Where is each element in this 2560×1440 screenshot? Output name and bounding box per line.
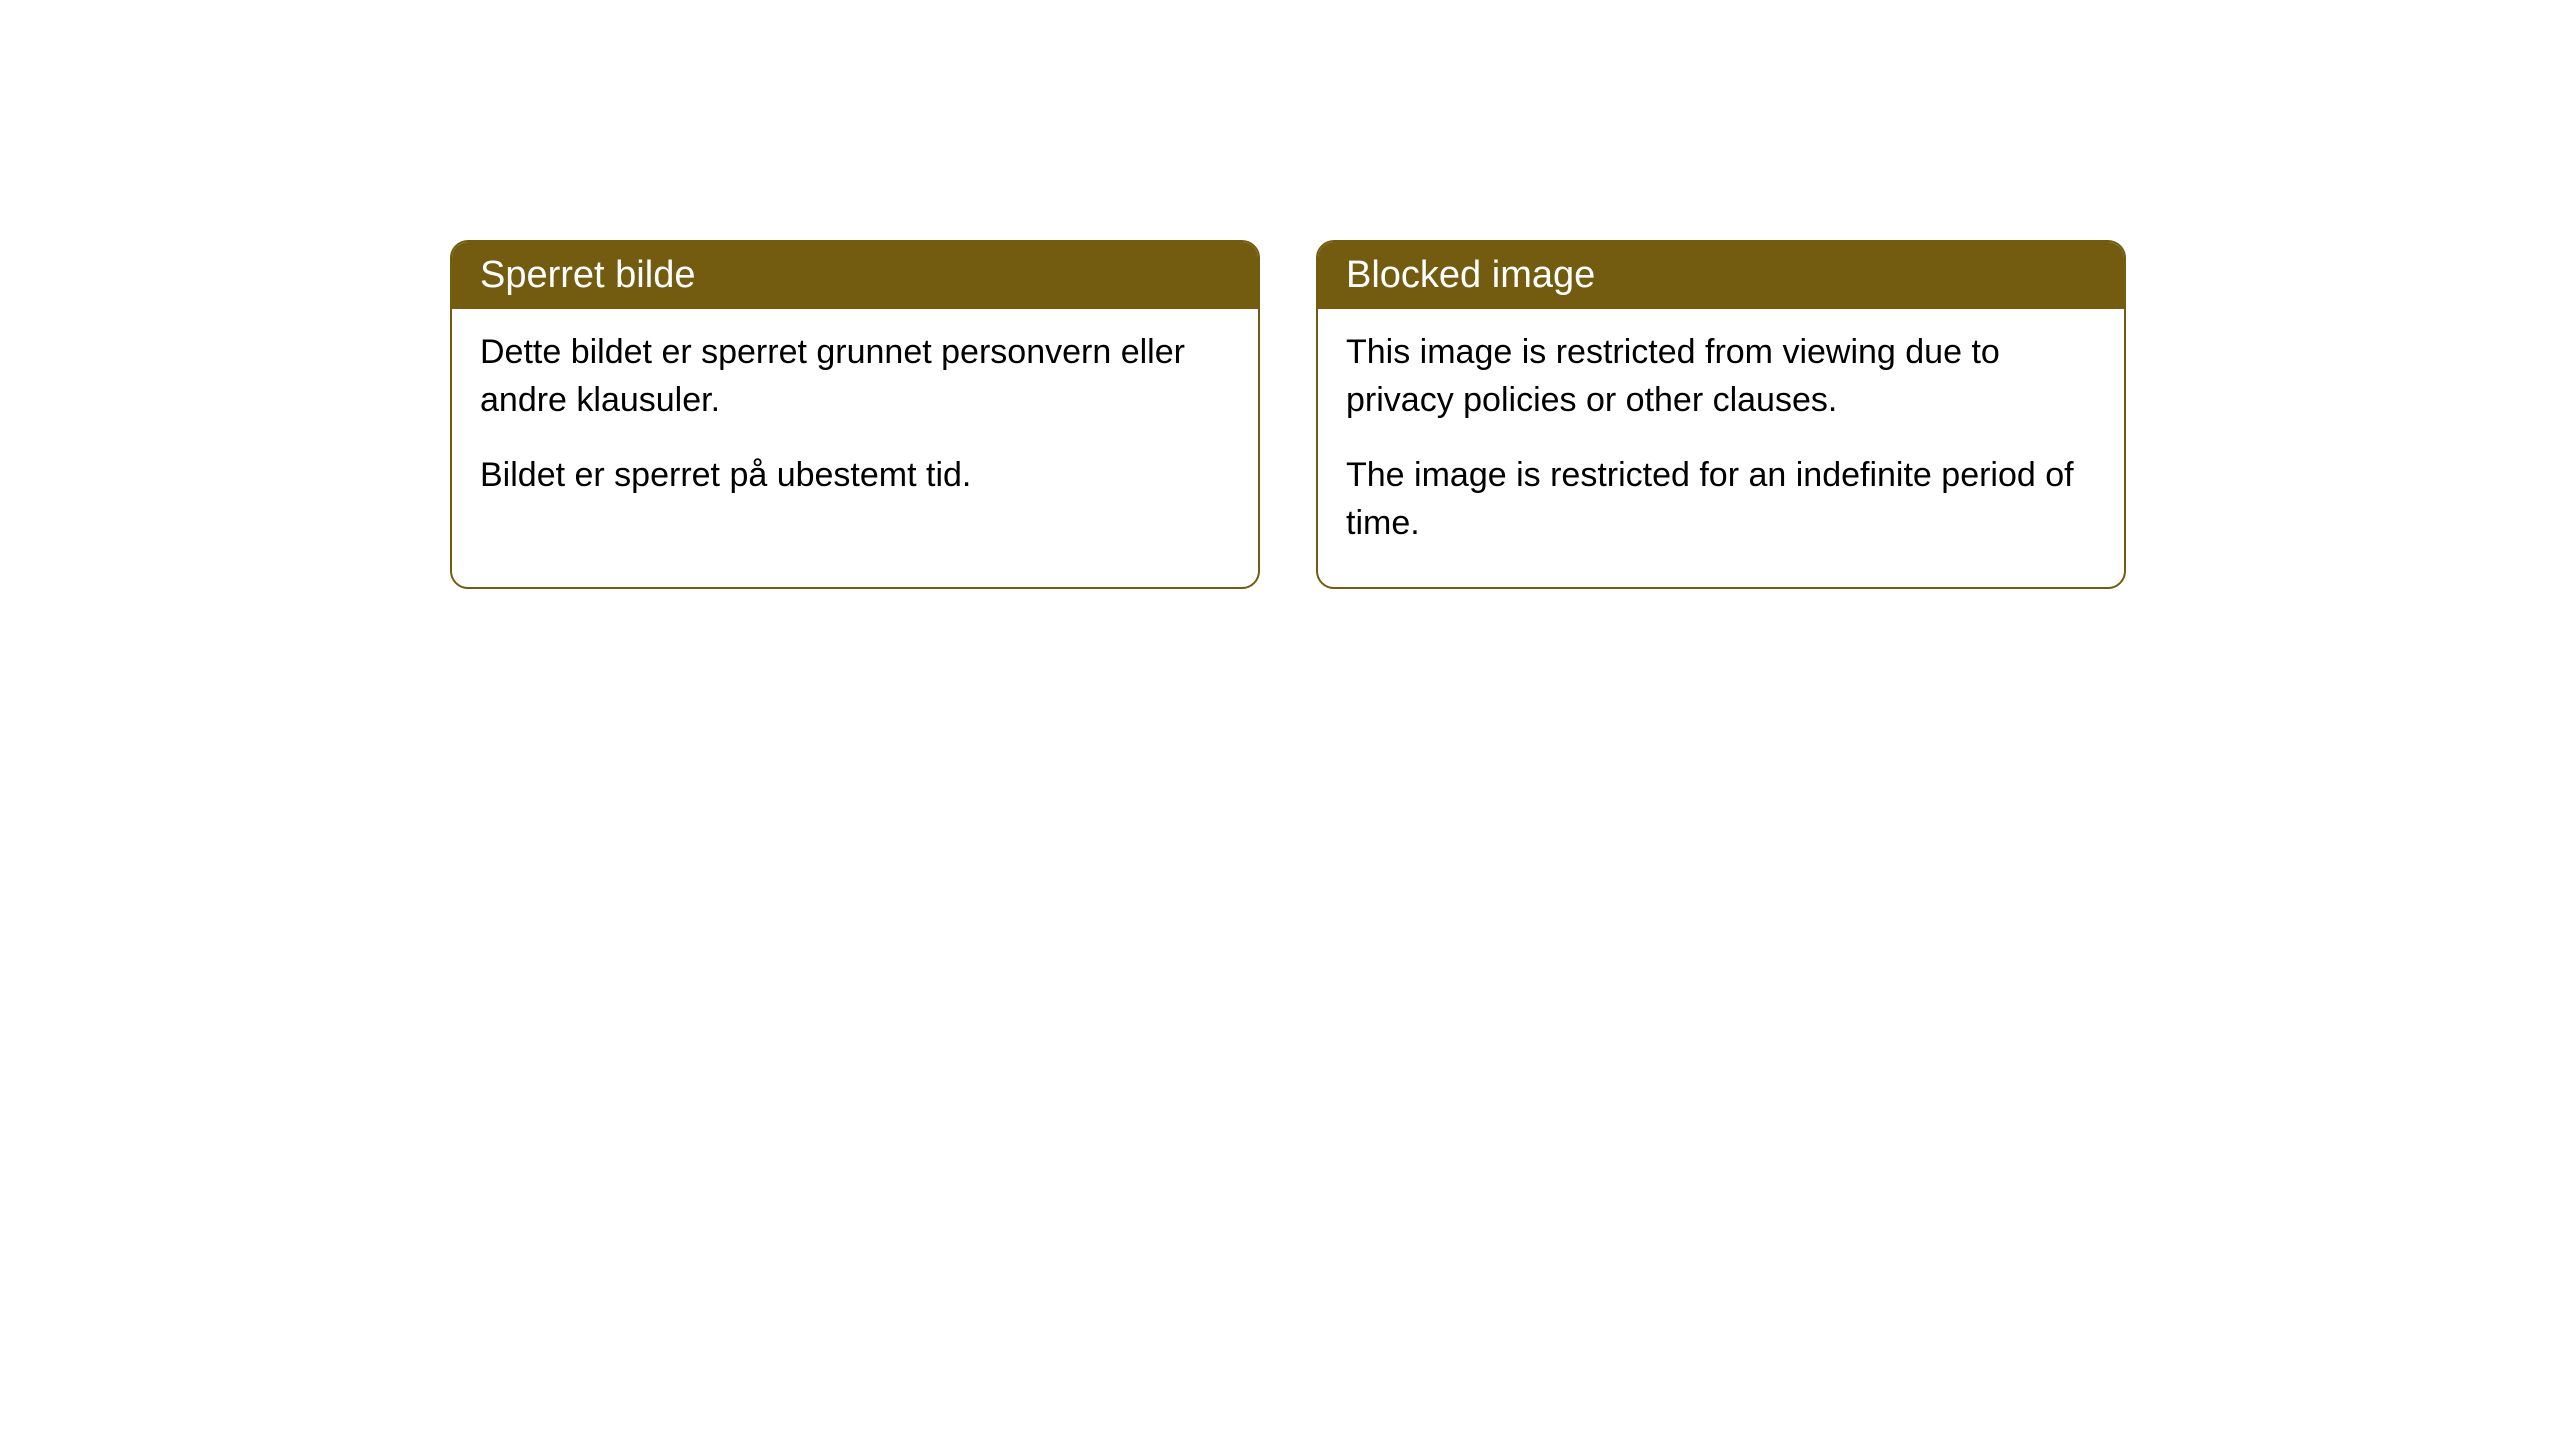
notice-card-english: Blocked image This image is restricted f… [1316,240,2126,589]
card-paragraph-2: The image is restricted for an indefinit… [1346,452,2096,547]
card-paragraph-1: This image is restricted from viewing du… [1346,329,2096,424]
card-body: This image is restricted from viewing du… [1318,309,2124,587]
card-paragraph-2: Bildet er sperret på ubestemt tid. [480,452,1230,500]
card-title: Sperret bilde [480,254,695,296]
card-header: Blocked image [1318,242,2124,309]
card-body: Dette bildet er sperret grunnet personve… [452,309,1258,540]
card-header: Sperret bilde [452,242,1258,309]
card-title: Blocked image [1346,254,1595,296]
card-paragraph-1: Dette bildet er sperret grunnet personve… [480,329,1230,424]
notice-card-norwegian: Sperret bilde Dette bildet er sperret gr… [450,240,1260,589]
notice-cards-container: Sperret bilde Dette bildet er sperret gr… [450,240,2126,589]
